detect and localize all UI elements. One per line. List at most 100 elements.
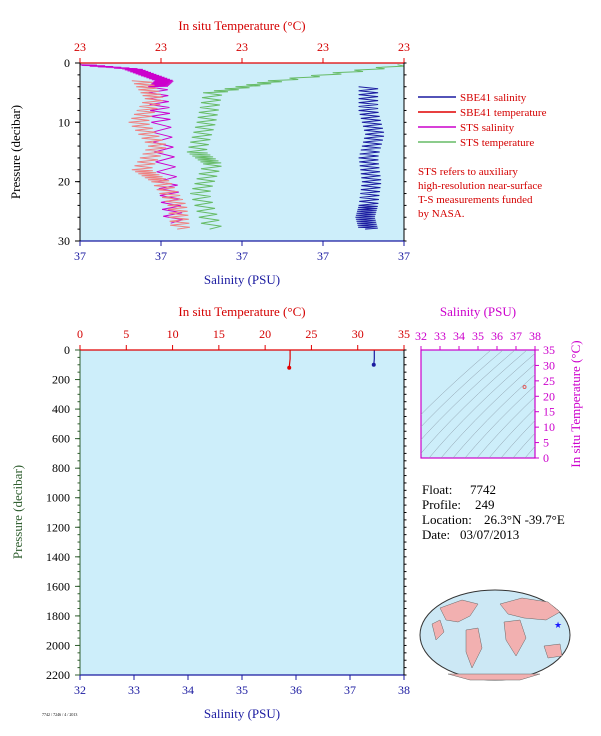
land-australia [543,643,563,659]
bottom-sal-tick-label: 38 [398,683,410,697]
bottom-pressure-tick-label: 2000 [46,638,70,652]
bottom-salinity-axis-label: Salinity (PSU) [204,706,280,721]
ts-temp-tick-label: 25 [543,374,555,388]
top-sal-tick-label: 37 [236,249,248,263]
ts-temp-tick-label: 5 [543,436,549,450]
bottom-temp-tick-label: 30 [352,327,364,341]
date-label: Date: [422,527,450,542]
land-south-america [465,627,483,669]
ts-density-contour [440,363,535,458]
top-pressure-tick-label: 10 [58,115,70,129]
top-temp-tick-label: 23 [155,40,167,54]
bottom-temp-tick-label: 20 [259,327,271,341]
bottom-pressure-tick-label: 200 [52,373,70,387]
bottom-sal-tick-label: 35 [236,683,248,697]
profile-value: 249 [475,497,495,512]
top-temp-tick-label: 23 [398,40,410,54]
bottom-pressure-tick-label: 1400 [46,550,70,564]
ts-sal-tick-label: 38 [529,329,541,343]
legend-label-sts-salinity: STS salinity [460,122,515,134]
bottom-series-sbe41-salinity [373,350,375,365]
bottom-temp-tick-label: 10 [167,327,179,341]
ts-density-contour [464,385,535,458]
top-salinity-axis-label: Salinity (PSU) [204,272,280,287]
bottom-sal-tick-label: 36 [290,683,302,697]
bottom-pressure-ticks: 0 200 400 600 800 1000 1200 1400 1600 1800 2000 220… [46,343,407,682]
legend-label-sts-temperature: STS temperature [460,137,534,149]
top-series-sts-salinity [79,64,184,224]
top-series-sts-temperature [186,64,405,230]
top-sal-tick-label: 37 [155,249,167,263]
bottom-pressure-tick-label: 600 [52,432,70,446]
ts-temp-tick-label: 35 [543,343,555,357]
top-legend: SBE41 salinity SBE41 temperature STS sal… [418,92,547,149]
float-label: Float: [422,482,452,497]
top-pressure-axis-label: Pressure (decibar) [8,105,23,199]
ts-density-contour [488,408,535,458]
ts-temperature-axis-label: In situ Temperature (°C) [568,340,583,467]
ts-temp-tick-label: 30 [543,358,555,372]
land-antarctica [447,673,541,681]
profile-label: Profile: [422,497,461,512]
bottom-pressure-tick-label: 1800 [46,609,70,623]
sts-note: STS refers to auxiliary high-resolution … [418,166,542,220]
bottom-temp-tick-label: 25 [305,327,317,341]
top-temp-tick-label: 23 [236,40,248,54]
ts-density-contour [512,432,535,458]
ts-temp-tick-label: 10 [543,420,555,434]
bottom-temperature-axis-label: In situ Temperature (°C) [178,304,305,319]
ts-density-contour [421,350,492,415]
ts-density-contour [500,420,535,458]
bottom-temperature-ticks: 0 5 10 15 20 25 30 35 [77,327,410,350]
top-temp-tick-label: 23 [317,40,329,54]
top-plot-area [80,63,404,241]
bottom-sal-tick-label: 33 [128,683,140,697]
bottom-series-end-point [371,362,376,367]
bottom-pressure-axis-label: Pressure (decibar) [10,465,25,559]
bottom-pressure-tick-label: 800 [52,461,70,475]
ts-density-contour [476,396,535,458]
bottom-series-end-point [287,365,292,370]
land-north-america [439,599,479,623]
bottom-pressure-tick-label: 1600 [46,579,70,593]
bottom-series-lines [287,350,376,370]
bottom-sal-tick-label: 34 [182,683,194,697]
bottom-pressure-tick-label: 1000 [46,491,70,505]
bottom-sal-tick-label: 37 [344,683,356,697]
location-label: Location: [422,512,472,527]
date-value: 03/07/2013 [460,527,519,542]
top-pressure-tick-label: 20 [58,175,70,189]
sts-note-line-1: STS refers to auxiliary [418,166,518,178]
bottom-series-sbe41-temperature [288,350,291,368]
land-africa [503,619,527,657]
top-series-lines [79,64,405,230]
sts-note-line-2: high-resolution near-surface [418,180,542,192]
ts-density-contour [421,350,528,454]
sts-note-line-3: T-S measurements funded [418,194,533,206]
ts-sal-tick-label: 37 [510,329,522,343]
bottom-temp-tick-label: 5 [123,327,129,341]
bottom-plot-area [80,350,404,675]
bottom-salinity-ticks: 32 33 34 35 36 37 38 [74,675,410,697]
bottom-panel: In situ Temperature (°C) 0 5 10 15 20 25 30 35 … [10,304,410,721]
ts-sal-tick-label: 36 [491,329,503,343]
top-panel: In situ Temperature (°C) 23 23 23 23 23 0 10 2… [8,18,547,287]
top-temperature-axis-label: In situ Temperature (°C) [178,18,305,33]
ts-density-contours [421,350,535,458]
bottom-temp-tick-label: 15 [213,327,225,341]
ts-sal-tick-label: 32 [415,329,427,343]
land-eurasia [499,597,561,621]
bottom-pressure-tick-label: 2200 [46,668,70,682]
sts-note-line-4: by NASA. [418,208,465,220]
ts-salinity-ticks: 32 33 34 35 36 37 38 [415,329,541,350]
world-map: ★ [419,589,571,681]
top-temp-tick-label: 23 [74,40,86,54]
map-land [431,597,563,681]
footer-small-text: 7742 / 7246 / 4 / 2013 [42,712,77,717]
top-pressure-tick-label: 30 [58,234,70,248]
land-east-asia-west [431,619,445,641]
ts-density-contour [452,374,535,458]
